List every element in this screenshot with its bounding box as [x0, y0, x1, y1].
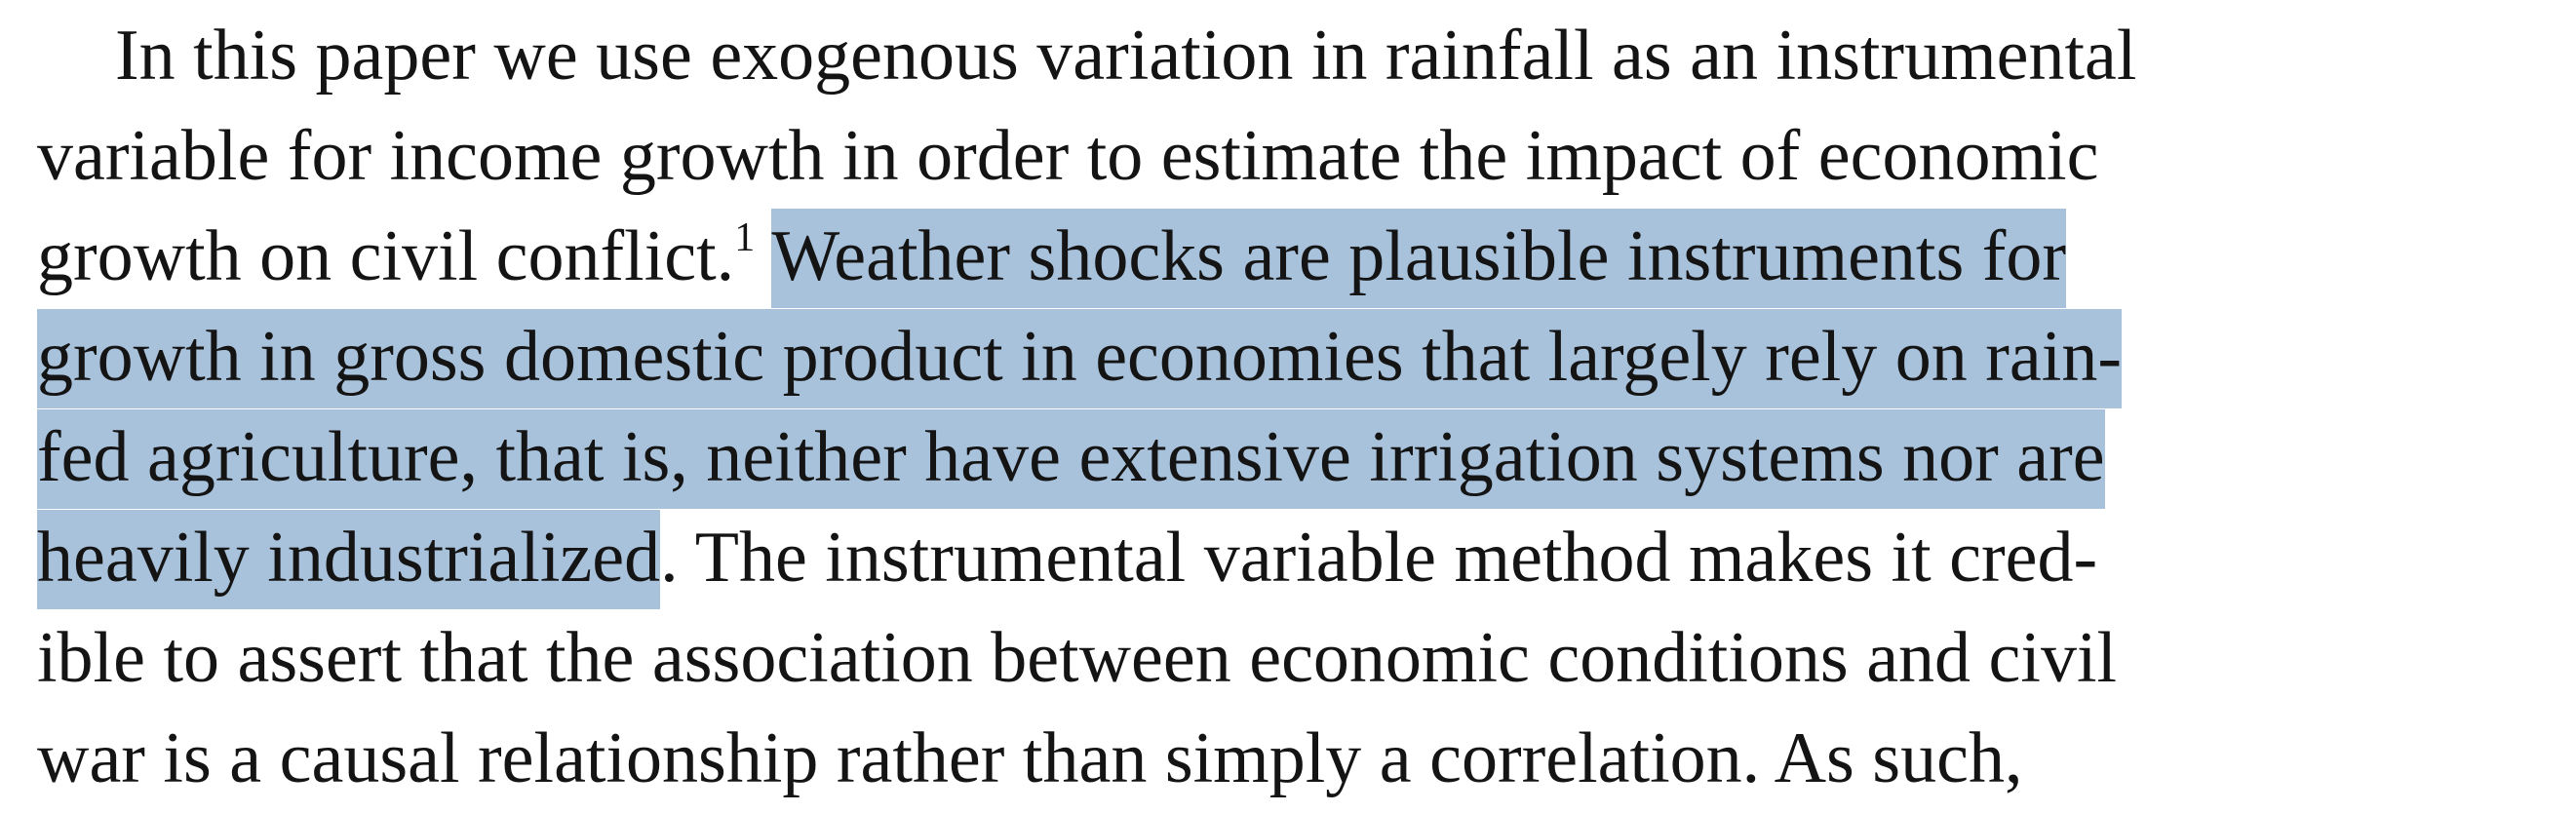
- highlighted-text: Weather shocks are plausible instruments…: [771, 209, 2067, 308]
- line-text: In this paper we use exogenous variation…: [115, 16, 2137, 96]
- highlighted-text: fed agriculture, that is, neither have e…: [37, 409, 2105, 509]
- paragraph-line-4: growth in gross domestic product in econ…: [37, 307, 2541, 408]
- paragraph-line-7: ible to assert that the association betw…: [37, 608, 2541, 708]
- paragraph-line-2: variable for income growth in order to e…: [37, 106, 2541, 206]
- paragraph-line-6: heavily industrialized. The instrumental…: [37, 508, 2541, 609]
- paragraph-line-5: fed agriculture, that is, neither have e…: [37, 407, 2541, 509]
- line-text: growth on civil conflict.: [37, 216, 735, 296]
- paper-text-block: In this paper we use exogenous variation…: [37, 0, 2541, 813]
- highlighted-text: growth in gross domestic product in econ…: [37, 309, 2122, 408]
- paragraph-line-1: In this paper we use exogenous variation…: [115, 6, 2541, 105]
- highlighted-text: heavily industrialized: [37, 510, 661, 609]
- paragraph-line-3: growth on civil conflict.1 Weather shock…: [37, 207, 2541, 308]
- line-text: . The instrumental variable method makes…: [660, 518, 2098, 598]
- footnote-marker[interactable]: 1: [734, 215, 756, 261]
- line-text: variable for income growth in order to e…: [37, 116, 2099, 196]
- line-text: ible to assert that the association betw…: [37, 618, 2118, 698]
- paragraph-line-8: war is a causal relationship rather than…: [37, 709, 2541, 808]
- line-text: war is a causal relationship rather than…: [37, 718, 2023, 798]
